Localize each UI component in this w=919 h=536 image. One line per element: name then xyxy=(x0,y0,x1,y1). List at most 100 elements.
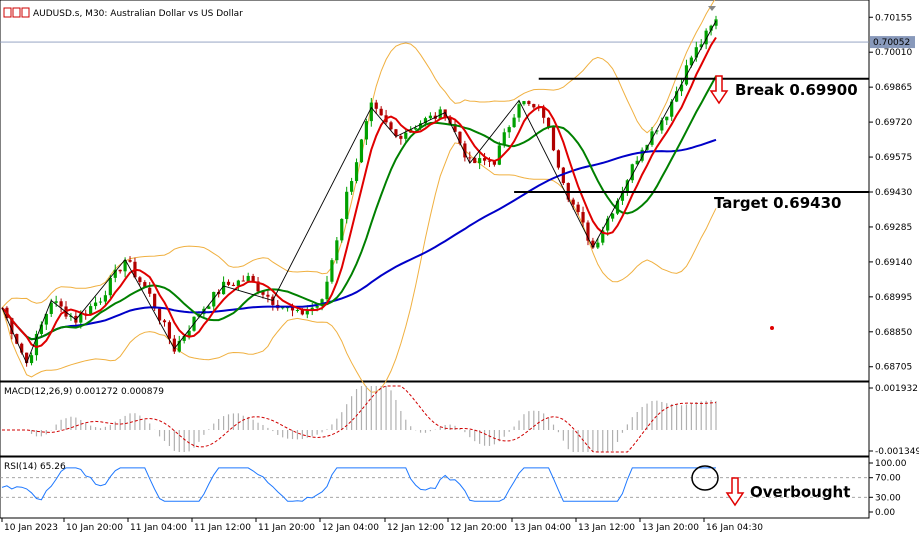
moving-averages xyxy=(1,36,717,349)
candle-body xyxy=(660,120,664,131)
candle-body xyxy=(359,139,364,163)
price-tick-label: 0.70155 xyxy=(875,13,912,23)
candle-body xyxy=(221,281,226,295)
candle-body xyxy=(655,130,659,132)
current-price-tag xyxy=(870,36,915,49)
candle-body xyxy=(418,123,423,129)
price-tick-label: 0.69285 xyxy=(875,223,912,233)
candle-body xyxy=(596,242,600,248)
candle-body xyxy=(497,145,501,165)
rsi-label: RSI(14) 65.26 xyxy=(4,462,66,472)
level-lines xyxy=(514,77,869,193)
time-tick-label: 12 Jan 20:00 xyxy=(450,523,507,533)
candle-body xyxy=(25,352,29,364)
candle-body xyxy=(49,302,53,314)
candle-body xyxy=(226,281,231,285)
candle-body xyxy=(325,281,329,300)
time-tick-label: 16 Jan 04:30 xyxy=(706,523,763,533)
price-tick-label: 0.69720 xyxy=(875,118,912,128)
price-tick-label: 0.68705 xyxy=(875,363,912,373)
candle-body xyxy=(98,301,103,303)
price-axis[interactable]: 0.70155 0.70010 0.69865 0.69720 0.69575 0.694… xyxy=(869,13,915,373)
candle-body xyxy=(714,19,718,26)
price-tick-label: 0.69430 xyxy=(875,188,912,198)
time-tick-label: 11 Jan 20:00 xyxy=(258,523,315,533)
candle-body xyxy=(118,269,122,272)
candle-body xyxy=(635,160,639,165)
time-tick-label: 11 Jan 12:00 xyxy=(194,523,251,533)
candle-body xyxy=(389,122,393,130)
macd-signal-line xyxy=(2,385,717,453)
rsi-panel[interactable] xyxy=(0,456,870,519)
candle-body xyxy=(305,310,309,315)
candle-body xyxy=(438,109,442,119)
candle-body xyxy=(350,181,354,192)
candle-body xyxy=(34,333,39,356)
price-tick-label: 0.69575 xyxy=(875,153,912,163)
candle-body xyxy=(468,157,472,159)
candle-body xyxy=(507,127,511,133)
candle-body xyxy=(138,277,142,283)
time-tick-label: 12 Jan 12:00 xyxy=(387,523,444,533)
candle-body xyxy=(103,295,108,302)
candle-body xyxy=(576,204,580,213)
candle-body xyxy=(256,281,260,292)
candle-body xyxy=(330,260,334,282)
candle-body xyxy=(44,313,48,325)
candle-body xyxy=(374,102,378,109)
candle-body xyxy=(345,191,349,219)
rsi-tick-label: 30.00 xyxy=(875,493,901,503)
candle-body xyxy=(679,84,684,92)
candle-body xyxy=(167,322,172,339)
time-tick-label: 12 Jan 04:00 xyxy=(322,523,379,533)
candle-body xyxy=(625,180,629,192)
candle-body xyxy=(704,30,708,45)
candle-body xyxy=(532,104,536,108)
candle-body xyxy=(54,301,58,303)
candle-body xyxy=(157,308,162,321)
time-axis[interactable]: 10 Jan 2023 10 Jan 20:00 11 Jan 04:00 11 Ja… xyxy=(1,518,763,533)
candle-body xyxy=(546,117,551,128)
candle-body xyxy=(399,135,403,139)
candle-body xyxy=(217,291,221,295)
time-tick-label: 13 Jan 12:00 xyxy=(578,523,635,533)
price-panel[interactable] xyxy=(0,0,870,382)
shift-marker-icon xyxy=(708,6,716,11)
candle-body xyxy=(556,150,561,168)
candle-body xyxy=(295,309,300,311)
candle-body xyxy=(315,305,319,308)
candle-body xyxy=(492,161,497,165)
candle-body xyxy=(89,306,93,315)
candle-body xyxy=(143,282,147,288)
candle-body xyxy=(29,355,34,364)
time-tick-label: 13 Jan 04:00 xyxy=(514,523,571,533)
candle-body xyxy=(404,132,408,139)
ma-slow-line xyxy=(1,138,717,341)
time-tick-label: 11 Jan 04:00 xyxy=(130,523,187,533)
rsi-tick-label: 100.00 xyxy=(875,459,907,469)
candle-body xyxy=(478,158,482,164)
candle-body xyxy=(394,129,398,136)
price-tick-label: 0.69140 xyxy=(875,258,912,268)
rsi-tick-label: 70.00 xyxy=(875,474,901,484)
candle-body xyxy=(709,25,713,31)
zigzag-path xyxy=(1,20,717,365)
zigzag-line xyxy=(1,20,717,365)
candle-body xyxy=(108,277,112,296)
candle-body xyxy=(487,160,492,162)
candle-body xyxy=(182,336,186,341)
candle-body xyxy=(207,306,211,309)
candle-body xyxy=(601,230,605,243)
macd-tick-label: -0.001349 xyxy=(875,447,919,457)
candle-body xyxy=(522,101,526,105)
candle-body xyxy=(620,191,625,201)
candle-body xyxy=(177,340,181,352)
candle-body xyxy=(482,158,487,161)
candle-body xyxy=(320,299,324,306)
marker-dot xyxy=(770,326,774,330)
candle-body xyxy=(517,104,521,118)
candle-body xyxy=(527,101,531,105)
candle-body xyxy=(340,218,344,241)
candle-body xyxy=(79,313,83,323)
